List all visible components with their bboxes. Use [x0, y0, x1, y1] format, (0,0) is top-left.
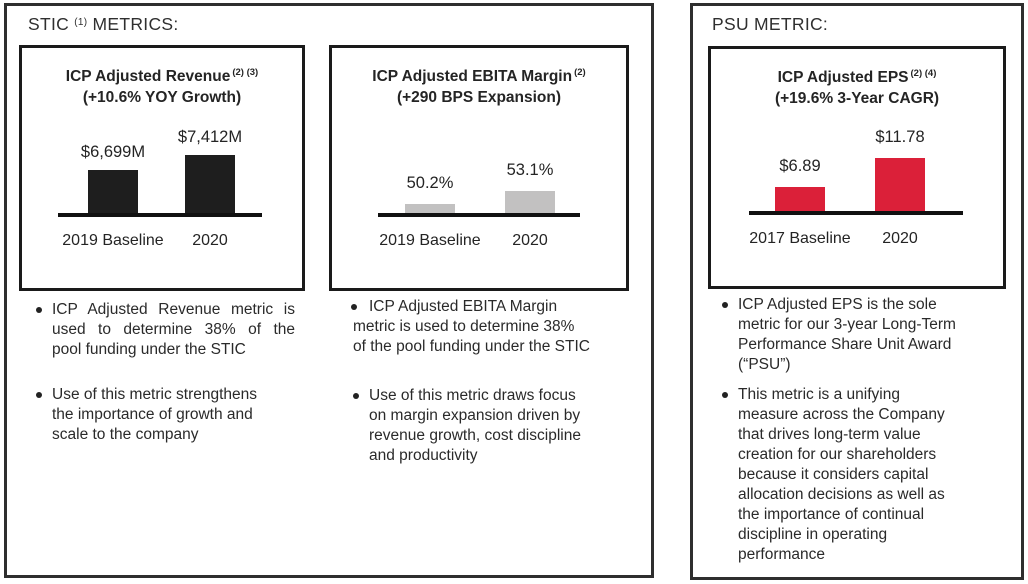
bullet-icon — [722, 302, 728, 308]
category-label: 2020 — [882, 230, 918, 247]
bullet-icon — [722, 392, 728, 398]
chart-title-text: ICP Adjusted EBITA Margin — [372, 68, 573, 85]
chart-title-line1: ICP Adjusted EBITA Margin (2) — [332, 62, 626, 87]
bar-2017-baseline — [775, 187, 825, 212]
bullet-icon — [36, 392, 42, 398]
bar-value-label: $11.78 — [875, 128, 925, 146]
eps-chart-panel: ICP Adjusted EPS (2) (4) (+19.6% 3-Year C… — [708, 46, 1006, 289]
bullet-text: This metric is a unifying measure across … — [738, 386, 945, 563]
heading-text: STIC — [28, 14, 70, 34]
bullet-text: Use of this metric strengthens the import… — [52, 386, 258, 443]
bullet-icon — [351, 304, 357, 310]
heading-text: METRICS: — [92, 14, 179, 34]
list-item: ICP Adjusted Revenue metric is used to de… — [33, 300, 295, 360]
chart-title-text: ICP Adjusted Revenue — [65, 68, 231, 85]
chart-title: ICP Adjusted EPS (2) (4) (+19.6% 3-Year C… — [711, 63, 1003, 109]
chart-subtitle: (+10.6% YOY Growth) — [82, 89, 242, 106]
chart-title-line1: ICP Adjusted EPS (2) (4) — [711, 63, 1003, 88]
bar-value-label: $6,699M — [80, 143, 146, 161]
footnote-marker: (2) (3) — [232, 67, 259, 78]
chart-title: ICP Adjusted EBITA Margin (2) (+290 BPS E… — [332, 62, 626, 108]
footnote-marker: (2) — [574, 67, 586, 78]
bar-2019-baseline — [88, 170, 138, 214]
bullet-icon — [36, 307, 42, 313]
bullet-text: ICP Adjusted EPS is the sole metric for o… — [738, 296, 956, 373]
chart-title-line1: ICP Adjusted Revenue (2) (3) — [22, 62, 302, 87]
eps-bullet-list: ICP Adjusted EPS is the sole metric for o… — [719, 295, 1011, 575]
list-item: Use of this metric draws focus on margin … — [350, 386, 637, 466]
bullet-text: ICP Adjusted EBITA Margin metric is used … — [353, 298, 590, 355]
footnote-marker: (1) — [74, 17, 88, 28]
bar-2019-baseline — [405, 204, 455, 214]
category-label: 2020 — [192, 232, 228, 249]
bar-2020 — [875, 158, 925, 212]
heading-text: PSU METRIC: — [712, 14, 829, 34]
bar-value-label: $7,412M — [177, 128, 243, 146]
bar-value-label: 50.2% — [406, 174, 454, 192]
revenue-chart-panel: ICP Adjusted Revenue (2) (3) (+10.6% YOY … — [19, 45, 305, 291]
stic-metrics-section: STIC (1) METRICS: ICP Adjusted Revenue (2… — [4, 3, 654, 578]
x-axis-line — [378, 213, 580, 217]
chart-subtitle: (+19.6% 3-Year CAGR) — [774, 90, 940, 107]
footnote-marker: (2) (4) — [910, 68, 937, 79]
category-label: 2019 Baseline — [62, 232, 164, 249]
chart-title-text: ICP Adjusted EPS — [777, 69, 909, 86]
list-item: ICP Adjusted EBITA Margin metric is used … — [350, 297, 637, 357]
category-label: 2017 Baseline — [749, 230, 851, 247]
ebita-margin-chart-panel: ICP Adjusted EBITA Margin (2) (+290 BPS E… — [329, 45, 629, 291]
list-item: This metric is a unifying measure across … — [719, 385, 1011, 565]
psu-metric-heading: PSU METRIC: — [712, 14, 828, 35]
psu-metric-section: PSU METRIC: ICP Adjusted EPS (2) (4) (+19… — [690, 3, 1024, 580]
stic-metrics-heading: STIC (1) METRICS: — [28, 14, 179, 35]
bar-value-label: 53.1% — [506, 161, 554, 179]
x-axis-line — [58, 213, 262, 217]
list-item: Use of this metric strengthens the import… — [33, 385, 295, 445]
category-label: 2020 — [512, 232, 548, 249]
bullet-text: ICP Adjusted Revenue metric is used to de… — [52, 301, 295, 358]
chart-title: ICP Adjusted Revenue (2) (3) (+10.6% YOY … — [22, 62, 302, 108]
list-item: ICP Adjusted EPS is the sole metric for o… — [719, 295, 1011, 375]
bar-2020 — [505, 191, 555, 214]
bar-2020 — [185, 155, 235, 214]
chart-subtitle: (+290 BPS Expansion) — [396, 89, 562, 106]
bar-value-label: $6.89 — [779, 157, 821, 175]
revenue-bullet-list: ICP Adjusted Revenue metric is used to de… — [33, 300, 295, 470]
x-axis-line — [749, 211, 963, 215]
category-label: 2019 Baseline — [379, 232, 481, 249]
bullet-text: Use of this metric draws focus on margin … — [369, 387, 581, 464]
ebita-bullet-list: ICP Adjusted EBITA Margin metric is used … — [350, 297, 637, 495]
bullet-icon — [353, 393, 359, 399]
